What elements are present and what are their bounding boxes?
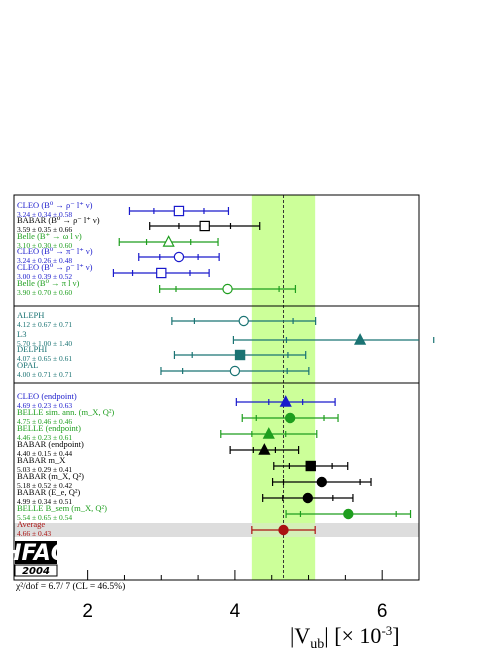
- entry-inclusive-8-label: BELLE B_sem (m_X, Q²): [17, 503, 107, 513]
- entry-exclusive-1-label: CLEO (B⁰ → ρ⁻ l⁺ ν): [17, 200, 93, 210]
- entry-inclusive-2-value-text: 4.75 ± 0.46 ± 0.46: [17, 417, 72, 426]
- x-axis-label-part: |V: [290, 623, 310, 648]
- x-axis-label-part: ub: [310, 637, 324, 651]
- entry-exclusive-2-value-text: 3.59 ± 0.35 ± 0.66: [17, 225, 72, 234]
- entry-inclusive-3-marker: [262, 427, 275, 439]
- entry-exclusive-6-value-text: 3.90 ± 0.70 ± 0.60: [17, 288, 72, 297]
- x-axis-label: |Vub| [× 10-3]: [290, 623, 400, 651]
- entry-inclusive-1-marker: [279, 395, 292, 407]
- hfag-year-box: [14, 564, 58, 577]
- average-label: Average: [17, 519, 45, 529]
- entry-exclusive-1-marker: [173, 205, 185, 217]
- entry-lep-3-marker: [234, 349, 246, 361]
- x-axis-label-part: | [× 10: [324, 623, 381, 648]
- entry-inclusive-8-marker: [343, 508, 354, 520]
- hfag-logo-box: [15, 541, 57, 564]
- entry-lep-4-label: OPAL: [17, 360, 38, 370]
- entry-inclusive-5-marker: [305, 460, 316, 472]
- tick-label-6: 6: [377, 601, 388, 622]
- entry-inclusive-6-label: BABAR (m_X, Q²): [17, 471, 84, 481]
- entry-exclusive-6-label: Belle (B⁰ → π l ν): [17, 278, 79, 288]
- average-value-text: 4.66 ± 0.43: [17, 529, 51, 538]
- entry-exclusive-4-label: CLEO (B⁰ → π⁻ l⁺ ν): [17, 246, 93, 256]
- chart-labels: 2 4 6|Vub| [× 10-3]CLEO (B⁰ → ρ⁻ l⁺ ν)3.24…: [3, 200, 399, 651]
- average-marker: [278, 524, 289, 536]
- entry-inclusive-4-value-text: 4.40 ± 0.15 ± 0.44: [17, 449, 72, 458]
- entry-inclusive-3-value-text: 4.46 ± 0.23 ± 0.61: [17, 433, 72, 442]
- entry-exclusive-5-label: CLEO (B⁰ → ρ⁻ l⁺ ν): [17, 262, 93, 272]
- hfag-year-text: 2004: [22, 566, 50, 577]
- entry-lep-2-marker: [353, 333, 367, 345]
- entry-lep-2-label: L3: [17, 329, 26, 339]
- chart-frame: [13, 194, 420, 581]
- entry-lep-3-label: DELPHI: [17, 344, 47, 354]
- hfag-logo-text: HFAG: [3, 541, 69, 566]
- entry-inclusive-1-value-text: 4.69 ± 0.23 ± 0.63: [17, 401, 72, 410]
- entry-inclusive-7-value-text: 4.99 ± 0.34 ± 0.51: [17, 497, 72, 506]
- entry-exclusive-3-label: Belle (B⁺ → ω l ν): [17, 231, 82, 241]
- entry-inclusive-8-value-text: 5.54 ± 0.65 ± 0.54: [17, 513, 72, 522]
- plot-frame: [13, 194, 420, 581]
- entry-exclusive-4-marker: [173, 251, 185, 263]
- chart-marks: [112, 205, 435, 536]
- entry-lep-4-marker: [229, 365, 241, 377]
- entry-inclusive-3-label: BELLE (endpoint): [17, 423, 81, 433]
- chi2-text: χ²/dof = 6.7/ 7 (CL = 46.5%): [15, 581, 125, 592]
- entry-exclusive-4-value-text: 3.24 ± 0.26 ± 0.48: [17, 256, 72, 265]
- entry-exclusive-3-value-text: 3.10 ± 0.30 ± 0.60: [17, 241, 72, 250]
- entry-exclusive-3-marker: [162, 235, 175, 247]
- entry-exclusive-5-marker: [156, 267, 167, 279]
- entry-lep-1-marker: [238, 315, 249, 327]
- entry-lep-4-value-text: 4.00 ± 0.71 ± 0.71: [17, 370, 72, 379]
- entry-exclusive-5-value-text: 3.00 ± 0.39 ± 0.52: [17, 272, 72, 281]
- entry-exclusive-2-marker: [199, 220, 210, 232]
- average-row-background: [14, 523, 419, 537]
- entry-lep-1-label: ALEPH: [17, 310, 44, 320]
- entry-inclusive-4-label: BABAR (endpoint): [17, 439, 84, 449]
- x-axis-label-part: -3: [381, 623, 392, 638]
- x-axis-label-part: ]: [392, 623, 399, 648]
- entry-inclusive-7-marker: [302, 492, 314, 504]
- entry-exclusive-6-marker: [222, 283, 233, 295]
- entry-inclusive-2-label: BELLE sim. ann. (m_X, Q²): [17, 407, 114, 417]
- entry-inclusive-4-marker: [258, 443, 271, 455]
- entry-lep-1-value-text: 4.12 ± 0.67 ± 0.71: [17, 320, 72, 329]
- tick-label-2: 2: [82, 601, 93, 622]
- entry-inclusive-6-marker: [316, 476, 327, 488]
- entry-inclusive-2-marker: [284, 412, 296, 424]
- tick-label-4: 4: [230, 601, 241, 622]
- entry-inclusive-6-value-text: 5.18 ± 0.52 ± 0.42: [17, 481, 72, 490]
- entry-lep-3-value-text: 4.07 ± 0.65 ± 0.61: [17, 354, 72, 363]
- entry-inclusive-1-label: CLEO (endpoint): [17, 391, 77, 401]
- entry-exclusive-1-value-text: 3.24 ± 0.34 ± 0.58: [17, 210, 72, 219]
- entry-exclusive-2-label: BABAR (B⁰ → ρ⁻ l⁺ ν): [17, 215, 100, 225]
- entry-inclusive-5-label: BABAR m_X: [17, 455, 65, 465]
- entry-inclusive-7-label: BABAR (E_e, Q²): [17, 487, 80, 497]
- entry-lep-2-value-text: 5.70 ± 1.00 ± 1.40: [17, 339, 72, 348]
- entry-inclusive-5-value-text: 5.03 ± 0.29 ± 0.41: [17, 465, 72, 474]
